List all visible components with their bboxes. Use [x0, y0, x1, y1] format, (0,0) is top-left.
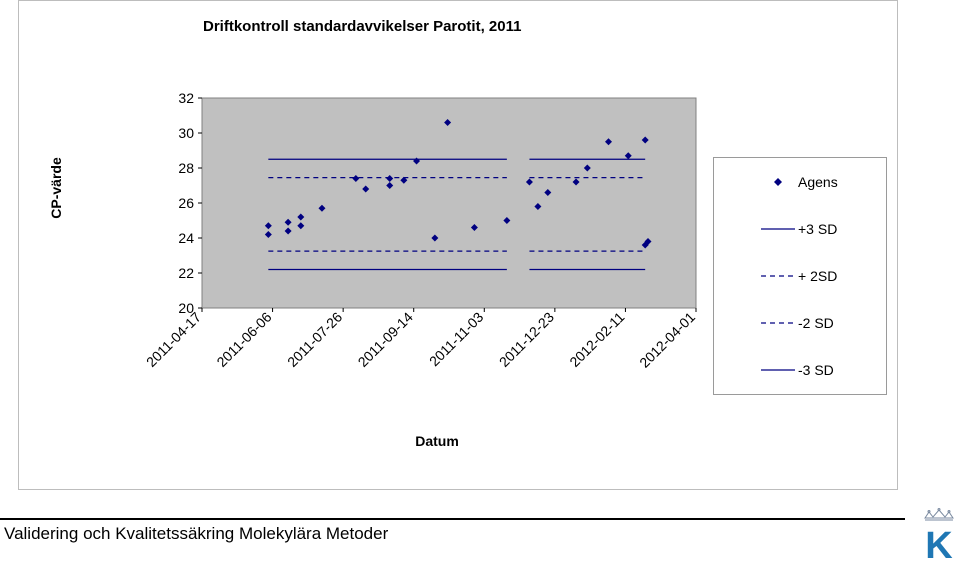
agens-point: [644, 238, 652, 245]
agens-point: [284, 218, 292, 226]
agens-point: [604, 138, 612, 146]
legend-marker: [761, 275, 795, 277]
agens-point: [544, 189, 552, 196]
x-tick-label: 2011-07-26: [284, 309, 345, 370]
legend-entry: +3 SD: [714, 219, 886, 239]
legend-entry: -3 SD: [714, 360, 886, 380]
agens-point: [525, 178, 533, 186]
x-axis-label: Datum: [415, 433, 459, 449]
chart-title: Driftkontroll standardavvikelser Parotit…: [203, 18, 522, 35]
legend-label: Agens: [798, 174, 838, 190]
legend-entry: -2 SD: [714, 313, 886, 333]
legend: Agens +3 SD + 2SD -2 SD -3 SD: [713, 157, 887, 395]
agens-point: [297, 222, 305, 230]
y-tick-label: 30: [178, 125, 194, 141]
y-tick-label: 28: [178, 160, 194, 176]
legend-label: -2 SD: [798, 315, 834, 331]
y-tick-label: 20: [178, 300, 194, 316]
legend-label: +3 SD: [798, 221, 838, 237]
legend-entry: Agens: [714, 172, 886, 192]
logo-letter: K: [925, 525, 953, 560]
plot-background: [201, 97, 697, 309]
agens-point: [583, 164, 591, 172]
agens-point: [503, 217, 511, 224]
legend-entry: + 2SD: [714, 266, 886, 286]
agens-point: [362, 185, 370, 193]
y-tick-label: 26: [178, 195, 194, 211]
legend-marker: [761, 369, 795, 371]
legend-marker: [774, 178, 782, 186]
agens-point: [318, 204, 326, 212]
x-tick-label: 2012-04-01: [636, 309, 698, 371]
x-tick-label: 2011-12-23: [496, 309, 557, 370]
agens-point: [470, 224, 478, 231]
agens-point: [641, 136, 649, 144]
x-tick-label: 2011-09-14: [355, 309, 416, 370]
x-tick-label: 2011-11-03: [426, 309, 487, 370]
agens-point: [624, 152, 632, 160]
agens-point: [534, 203, 542, 210]
legend-label: + 2SD: [798, 268, 838, 284]
legend-marker: [761, 322, 795, 324]
agens-point: [264, 231, 272, 238]
agens-point: [386, 175, 394, 182]
agens-point: [264, 222, 272, 230]
agens-point: [400, 176, 408, 184]
crown-k-logo-icon: K: [924, 508, 954, 560]
agens-point: [572, 178, 580, 186]
agens-point: [431, 234, 439, 242]
agens-point: [297, 213, 305, 221]
footer-divider: [0, 518, 905, 520]
agens-point: [444, 119, 452, 126]
agens-point: [284, 227, 292, 235]
agens-point: [352, 175, 360, 182]
y-tick-label: 32: [178, 90, 194, 106]
legend-marker: [761, 228, 795, 230]
footer-text: Validering och Kvalitetssäkring Molekylä…: [4, 524, 389, 543]
chart-frame: [18, 0, 898, 490]
agens-point: [386, 182, 394, 189]
legend-label: -3 SD: [798, 362, 834, 378]
y-tick-label: 22: [178, 265, 194, 281]
x-tick-label: 2012-02-11: [566, 309, 627, 370]
x-tick-label: 2011-04-17: [143, 309, 204, 370]
y-tick-label: 24: [178, 230, 194, 246]
x-tick-label: 2011-06-06: [213, 309, 274, 370]
